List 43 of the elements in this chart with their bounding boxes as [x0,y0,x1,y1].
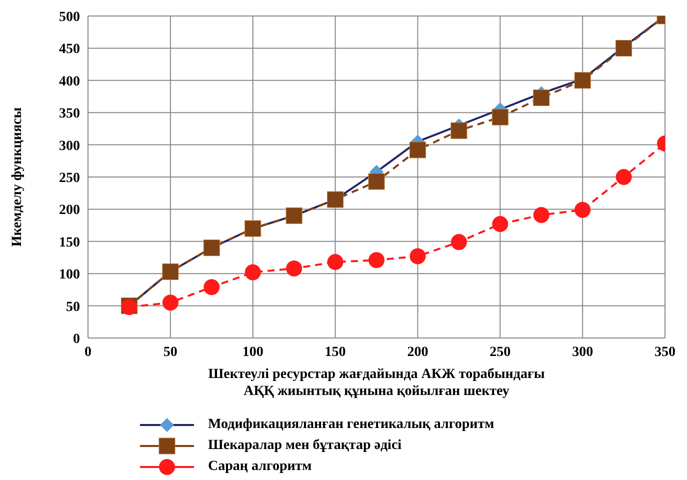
y-axis-title: Икемделу функциясы [10,107,25,247]
y-tick-label: 250 [59,170,80,186]
x-tick-label: 200 [407,344,428,360]
x-axis-title: Шектеулі ресурстар жағдайында АКЖ торабындағы АҚҚ жиынтық құнына қойылған шектеу [208,367,545,399]
point [244,264,261,280]
point [368,252,384,268]
point [450,122,468,139]
y-tick-label: 500 [59,10,80,25]
point [327,254,344,270]
point [410,248,426,264]
y-tick-label: 0 [73,332,80,347]
point [533,206,550,223]
point [492,216,508,232]
x-tick-label: 0 [84,344,92,360]
legend-label: Шекаралар мен бұтақтар әдісі [208,438,402,454]
legend-label: Сараң алгоритм [208,458,312,474]
point [574,72,591,89]
point [286,260,302,276]
y-tick-label: 150 [59,235,80,250]
y-tick-label: 350 [59,106,80,122]
x-tick-label: 250 [490,344,511,360]
y-tick-label: 300 [59,138,80,154]
y-tick-label: 100 [59,268,80,283]
legend-label: Модификацияланған генетикалық алгоритм [208,416,494,432]
y-tick-label: 450 [59,42,80,58]
point [204,279,220,296]
x-tick-label: 150 [324,344,346,360]
point [574,202,591,218]
x-tick-label: 50 [163,344,178,360]
x-tick-label: 100 [242,344,264,360]
y-tick-label: 50 [66,300,80,315]
y-tick-label: 200 [59,203,80,218]
point [616,40,632,56]
point [492,108,508,126]
x-tick-label: 350 [654,344,676,360]
y-tick-label: 400 [59,74,80,90]
point [450,234,467,250]
point [162,294,178,311]
point [533,90,550,106]
x-tick-label: 300 [572,344,594,360]
point [616,169,632,185]
point [409,142,426,158]
point [368,173,385,190]
